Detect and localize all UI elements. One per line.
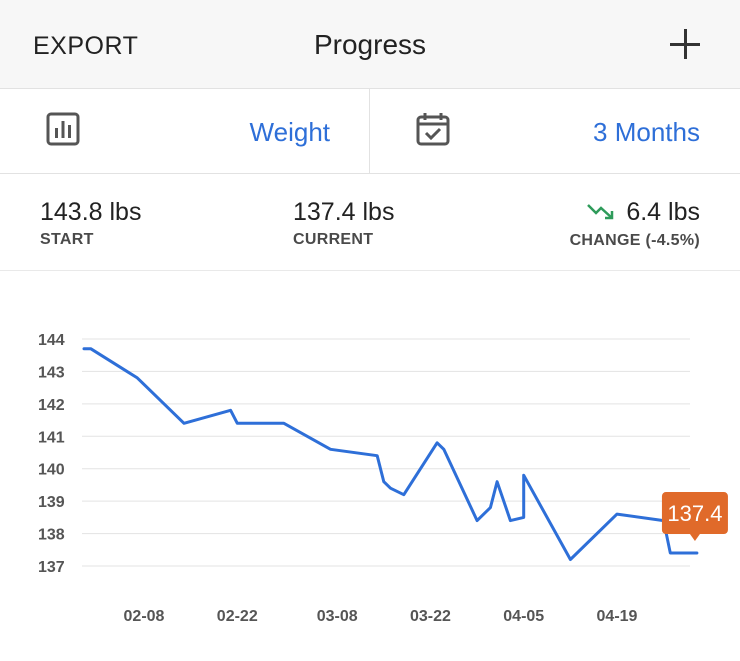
y-tick-label: 144 (38, 332, 65, 349)
y-tick-label: 137 (38, 559, 65, 576)
weight-line (82, 347, 699, 561)
export-button[interactable]: EXPORT (33, 32, 139, 60)
x-tick-label: 02-08 (124, 608, 165, 625)
x-tick-label: 03-08 (317, 608, 358, 625)
change-stat: 6.4 lbs CHANGE (-4.5%) (570, 198, 700, 250)
current-label: CURRENT (293, 231, 374, 248)
stats-summary: 143.8 lbs START 137.4 lbs CURRENT 6.4 lb… (0, 174, 740, 271)
value-callout-box (661, 492, 728, 535)
calendar-check-icon[interactable] (415, 111, 451, 147)
bar-chart-icon[interactable] (45, 111, 81, 147)
y-tick-label: 142 (38, 397, 65, 414)
selector-divider (369, 89, 370, 173)
x-tick-label: 02-22 (217, 608, 258, 625)
weight-chart: 144 143 142 141 140 139 138 137 02-08 02-22 03-08 0… (38, 332, 728, 625)
start-label: START (40, 231, 94, 248)
plus-icon[interactable] (670, 29, 700, 59)
y-tick-label: 140 (38, 462, 65, 479)
x-tick-label: 03-22 (410, 608, 451, 625)
current-value: 137.4 lbs (293, 198, 395, 226)
value-callout-pointer (689, 534, 700, 542)
x-tick-label: 04-19 (597, 608, 638, 625)
current-stat: 137.4 lbs CURRENT (293, 198, 394, 249)
metric-selector[interactable]: Weight (249, 117, 330, 147)
value-callout-label: 137.4 (667, 501, 722, 526)
y-tick-label: 138 (38, 527, 65, 544)
start-value: 143.8 lbs (40, 198, 142, 226)
y-tick-label: 141 (38, 429, 65, 446)
top-bar: EXPORT Progress (0, 0, 740, 89)
x-tick-label: 04-05 (503, 608, 544, 625)
change-value: 6.4 lbs (626, 198, 700, 226)
trending-down-icon (586, 199, 616, 228)
y-tick-label: 139 (38, 494, 65, 511)
selector-bar: Weight 3 Months (0, 89, 740, 174)
range-selector[interactable]: 3 Months (593, 117, 700, 147)
page-title: Progress (313, 29, 427, 60)
y-tick-label: 143 (38, 364, 65, 381)
change-label: CHANGE (-4.5%) (569, 231, 700, 249)
start-stat: 143.8 lbs START (40, 198, 141, 249)
